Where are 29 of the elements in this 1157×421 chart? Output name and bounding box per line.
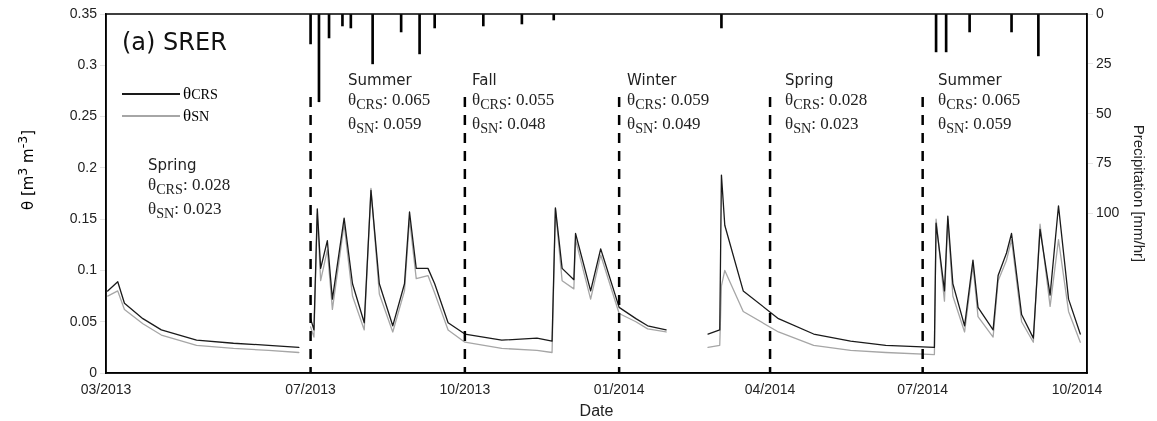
x-tick-label: 07/2013 xyxy=(285,381,337,398)
y2-tick-label: 75 xyxy=(1096,154,1112,171)
text: Summer θ$_{CRS}$: 0.065 θ$_{SN}$: 0.059 xyxy=(938,71,1021,137)
text: (a) SRER xyxy=(122,28,227,56)
text: Winter θ$_{CRS}$: 0.059 θ$_{SN}$: 0.049 xyxy=(627,71,710,137)
y-tick-label: 0.15 xyxy=(69,210,98,226)
y-tick-label: 0.35 xyxy=(69,4,98,21)
x-tick-label: 03/2013 xyxy=(80,381,132,398)
y-tick-label: 0.3 xyxy=(77,56,98,73)
y2-axis-title: Precipitation [mm/hr] xyxy=(1130,124,1148,263)
x-tick-label: 07/2014 xyxy=(897,381,949,398)
text: Fall θ$_{CRS}$: 0.055 θ$_{SN}$: 0.048 xyxy=(472,71,555,137)
y2-tick-label: 0 xyxy=(1096,4,1104,21)
y-tick-label: 0.25 xyxy=(69,107,98,124)
y-tick-label: 0.1 xyxy=(77,261,98,278)
y-tick-label: 0.2 xyxy=(77,158,98,175)
y2-tick-label: 50 xyxy=(1096,104,1112,121)
x-tick-label: 10/2014 xyxy=(1051,381,1103,398)
text: Spring θ$_{CRS}$: 0.028 θ$_{SN}$: 0.023 xyxy=(785,71,868,137)
x-axis-title: Date xyxy=(579,401,614,419)
text: Summer θ$_{CRS}$: 0.065 θ$_{SN}$: 0.059 xyxy=(348,71,431,137)
y-tick-label: 0 xyxy=(89,363,98,380)
x-tick-label: 04/2014 xyxy=(744,381,796,398)
y2-tick-label: 100 xyxy=(1096,204,1120,221)
y-tick-label: 0.05 xyxy=(69,312,98,329)
text: Spring θ$_{CRS}$: 0.028 θ$_{SN}$: 0.023 xyxy=(148,156,231,222)
x-tick-label: 10/2013 xyxy=(439,381,491,398)
y2-tick-label: 25 xyxy=(1096,54,1112,71)
x-tick-label: 01/2014 xyxy=(593,381,645,398)
